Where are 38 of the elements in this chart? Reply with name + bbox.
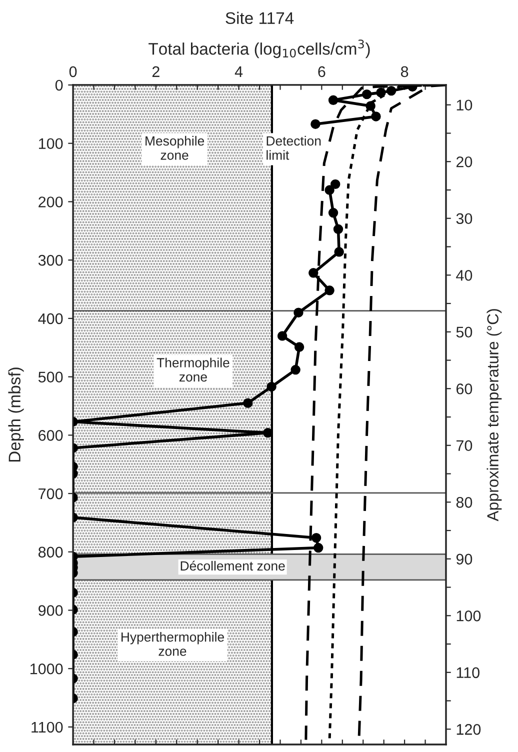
annotation: Hyperthermophile zone	[122, 632, 224, 656]
y-tick-label: 0	[55, 80, 63, 91]
y-tick-label: 100	[38, 138, 63, 150]
x-tick-label: 6	[318, 66, 326, 78]
y2-tick-label: 10	[456, 100, 472, 111]
y2-tick-label: 70	[456, 440, 472, 452]
x-tick-label: 4	[234, 66, 243, 77]
y2-tick-label: 90	[456, 554, 472, 565]
y-tick-label: 1100	[32, 722, 63, 733]
y2-tick-label: 120	[456, 724, 481, 735]
y2-tick-label: 50	[456, 326, 472, 338]
y2-tick-label: 80	[456, 497, 472, 508]
y2-tick-label: 40	[456, 270, 472, 281]
y2-axis-title: Approximate temperature (°C)	[486, 309, 502, 522]
chart-title: Site 1174	[226, 12, 294, 24]
y-tick-label: 500	[38, 372, 63, 382]
y2-tick-label: 30	[456, 213, 472, 224]
y2-tick-label: 100	[456, 610, 481, 622]
y-tick-label: 800	[38, 546, 63, 558]
ref-line-label: Detection limit	[266, 136, 321, 160]
x-axis-title: Total bacteria (log$_{10}$cells/cm$^{3}$)	[148, 40, 370, 58]
y2-tick-label: 20	[456, 156, 472, 168]
annotation: Mesophile zone	[146, 136, 204, 160]
y-tick-label: 700	[38, 488, 63, 500]
y2-tick-label: 110	[456, 667, 480, 678]
y2-tick-label: 60	[456, 383, 472, 394]
y-tick-label: 600	[38, 430, 63, 441]
x-tick-label: 2	[152, 66, 160, 77]
y-axis-title: Depth (mbsf)	[8, 368, 24, 462]
y-tick-label: 1000	[30, 663, 63, 674]
y-tick-label: 300	[38, 254, 63, 266]
annotation: Thermophile zone	[156, 358, 230, 382]
y-tick-label: 200	[38, 196, 63, 208]
x-tick-label: 8	[400, 66, 408, 78]
x-tick-label: 0	[69, 66, 77, 78]
band-label: Décollement zone	[180, 560, 285, 571]
y-tick-label: 900	[38, 605, 63, 616]
y-tick-label: 400	[38, 313, 63, 324]
